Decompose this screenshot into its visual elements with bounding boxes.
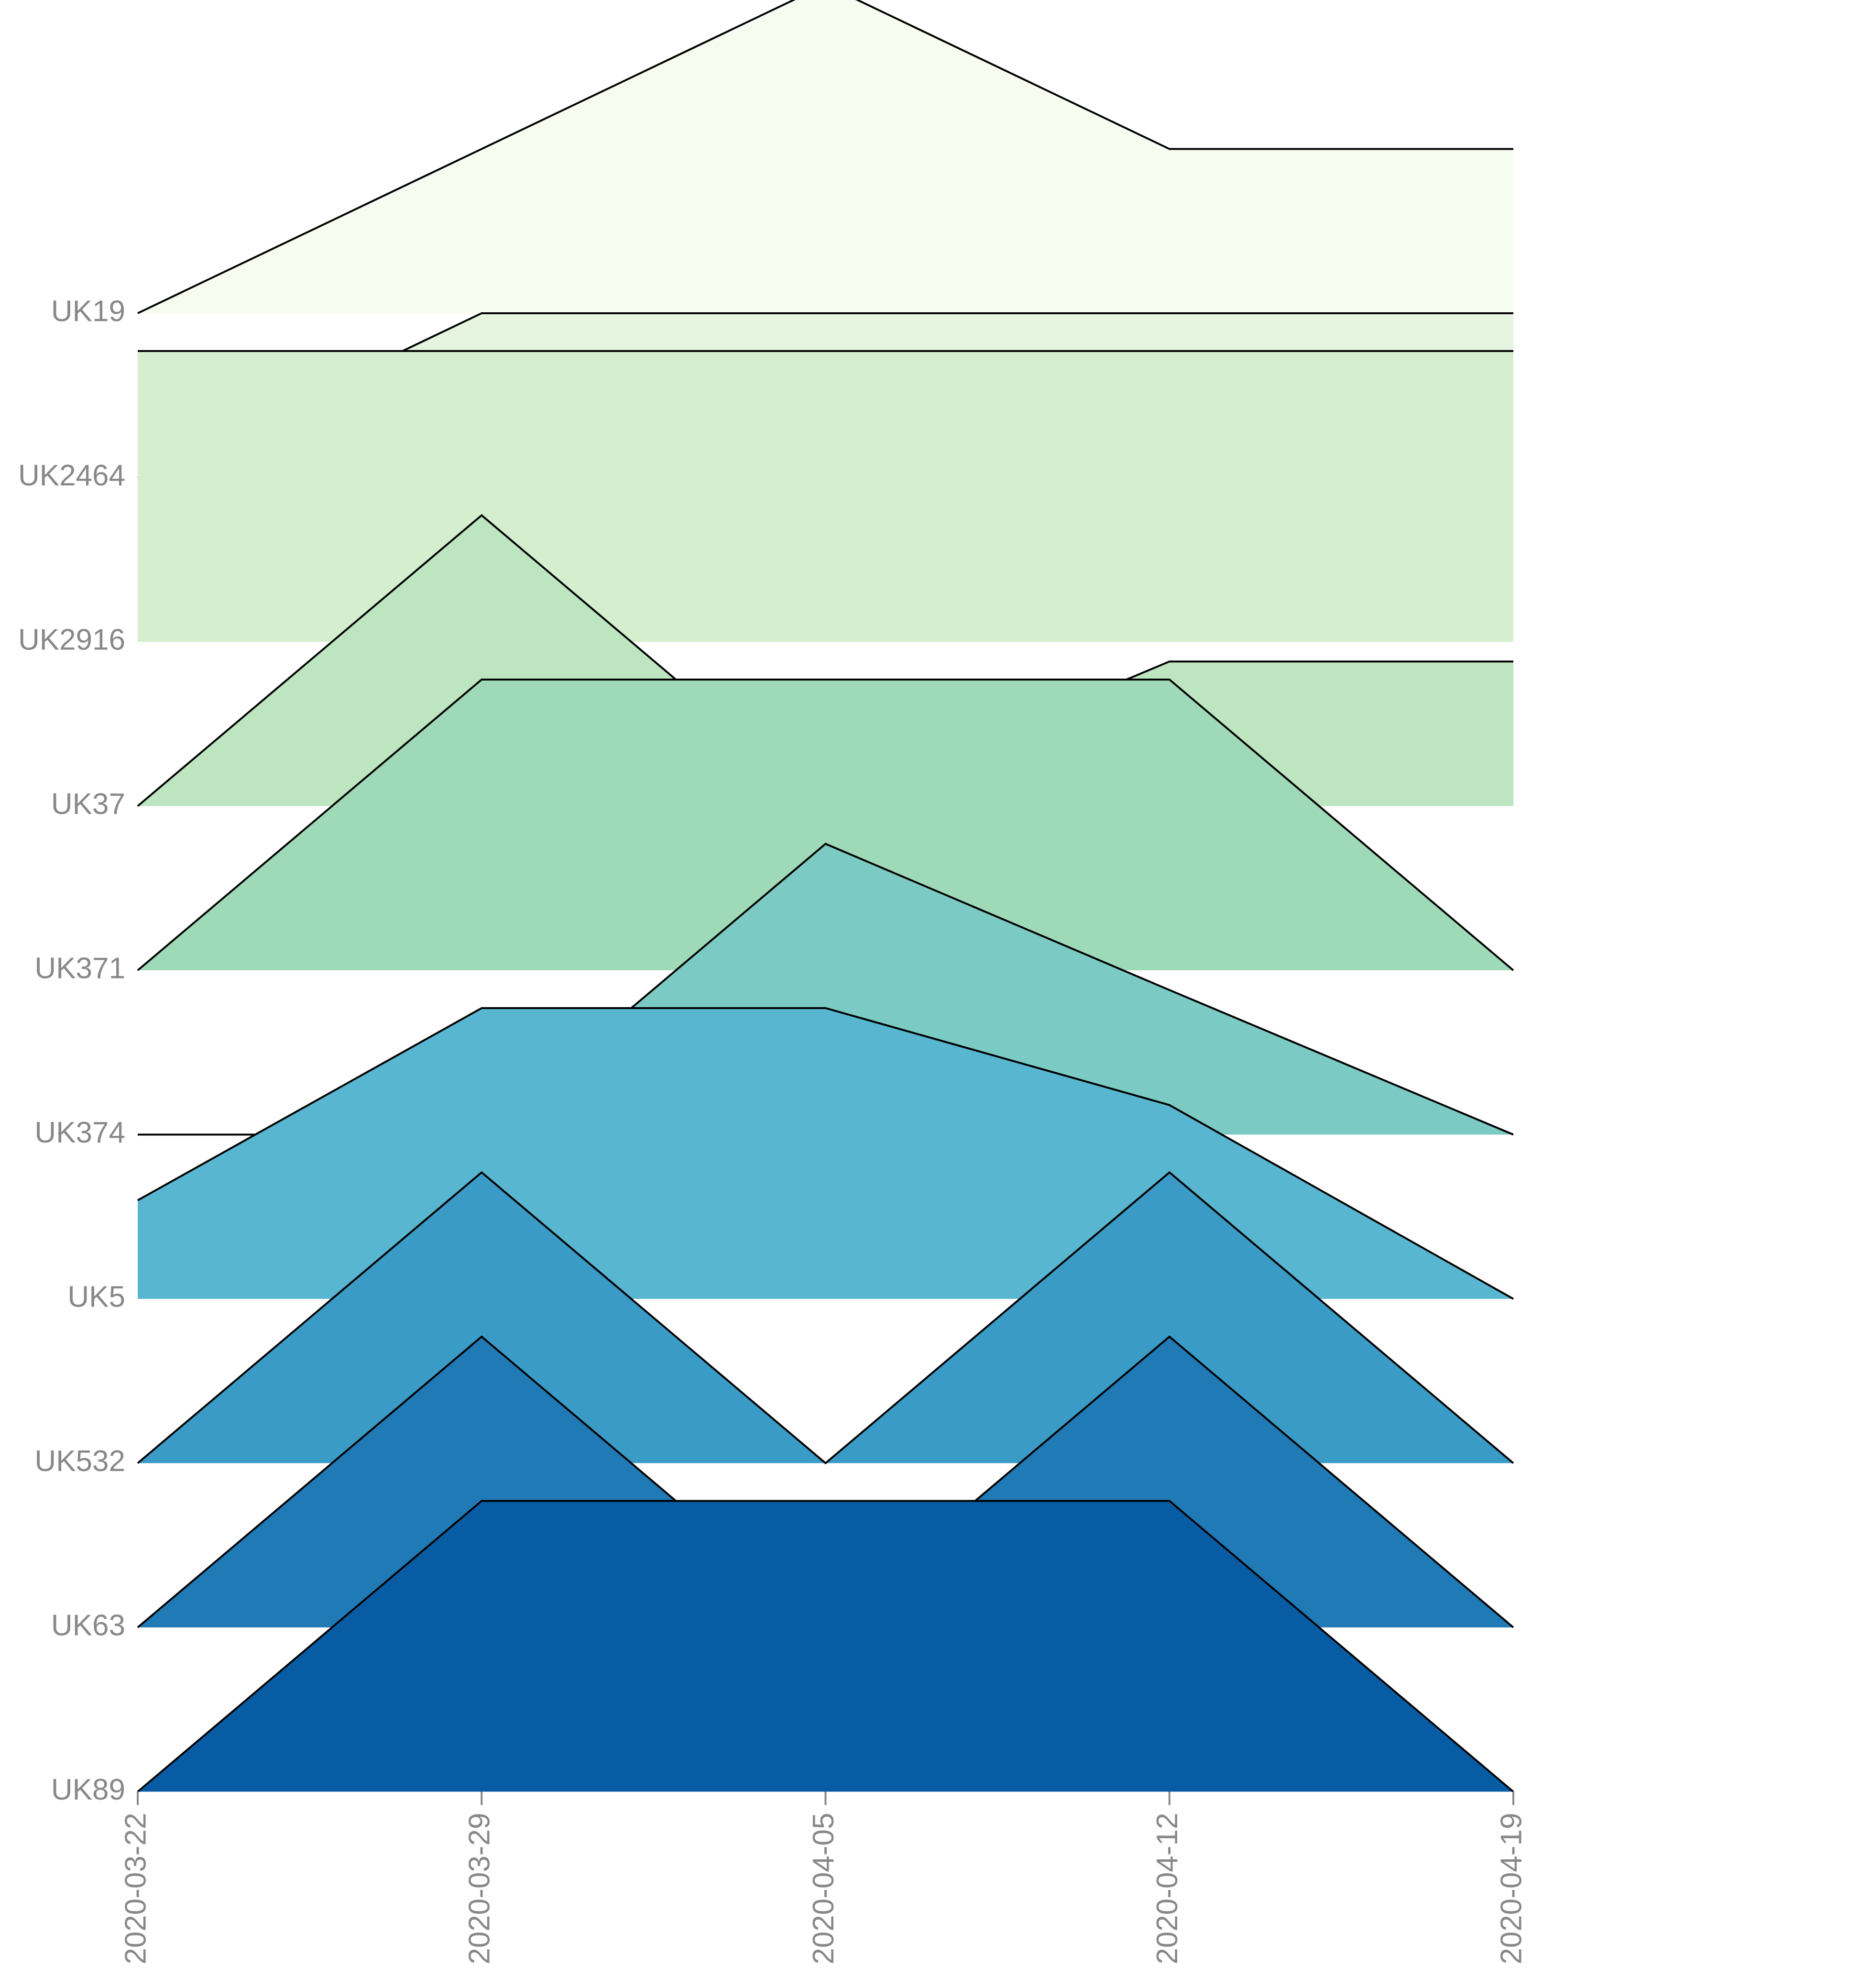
x-tick-label: 2020-04-19	[1495, 1813, 1528, 1965]
y-tick-label: UK89	[51, 1773, 125, 1806]
ridge-uk19	[137, 0, 1513, 314]
ridge-area-uk2916	[138, 351, 1513, 642]
x-tick-label: 2020-03-22	[119, 1813, 152, 1965]
ridge-line-uk89	[137, 1500, 1514, 1793]
y-tick-label: UK371	[34, 952, 125, 985]
ridge-uk371	[137, 679, 1514, 971]
y-tick-label: UK63	[51, 1609, 125, 1642]
ridge-line-uk19	[137, 0, 1513, 314]
y-tick-label: UK374	[34, 1116, 125, 1149]
y-tick-label: UK37	[51, 788, 125, 821]
y-tick-label: UK5	[67, 1280, 125, 1313]
y-tick-label: UK19	[51, 295, 125, 328]
ridge-area-uk371	[138, 680, 1513, 970]
x-tick-label: 2020-04-05	[807, 1813, 840, 1965]
y-tick-label: UK2464	[18, 459, 125, 492]
x-tick-label: 2020-03-29	[463, 1813, 496, 1965]
y-axis-labels: UK19 UK2464 UK2916 UK37 UK371 UK374 UK5 UK532 UK…	[18, 295, 125, 1806]
ridge-line-uk532	[137, 1171, 1514, 1465]
y-tick-label: UK532	[34, 1445, 125, 1478]
ridge-line-uk5	[137, 1007, 1514, 1300]
ridge-line-uk371	[137, 679, 1514, 971]
ridge-uk89	[137, 1500, 1514, 1793]
y-tick-label: UK2916	[18, 623, 125, 656]
x-axis: 2020-03-22 2020-03-29 2020-04-05 2020-04-12…	[119, 1791, 1528, 1965]
ridge-area-uk374	[138, 844, 1513, 1135]
ridge-uk2916	[138, 350, 1513, 642]
ridges-group	[137, 0, 1514, 1793]
ridge-area-uk19	[138, 0, 1513, 313]
x-tick-label: 2020-04-12	[1151, 1813, 1184, 1965]
ridge-area-uk89	[138, 1501, 1513, 1792]
